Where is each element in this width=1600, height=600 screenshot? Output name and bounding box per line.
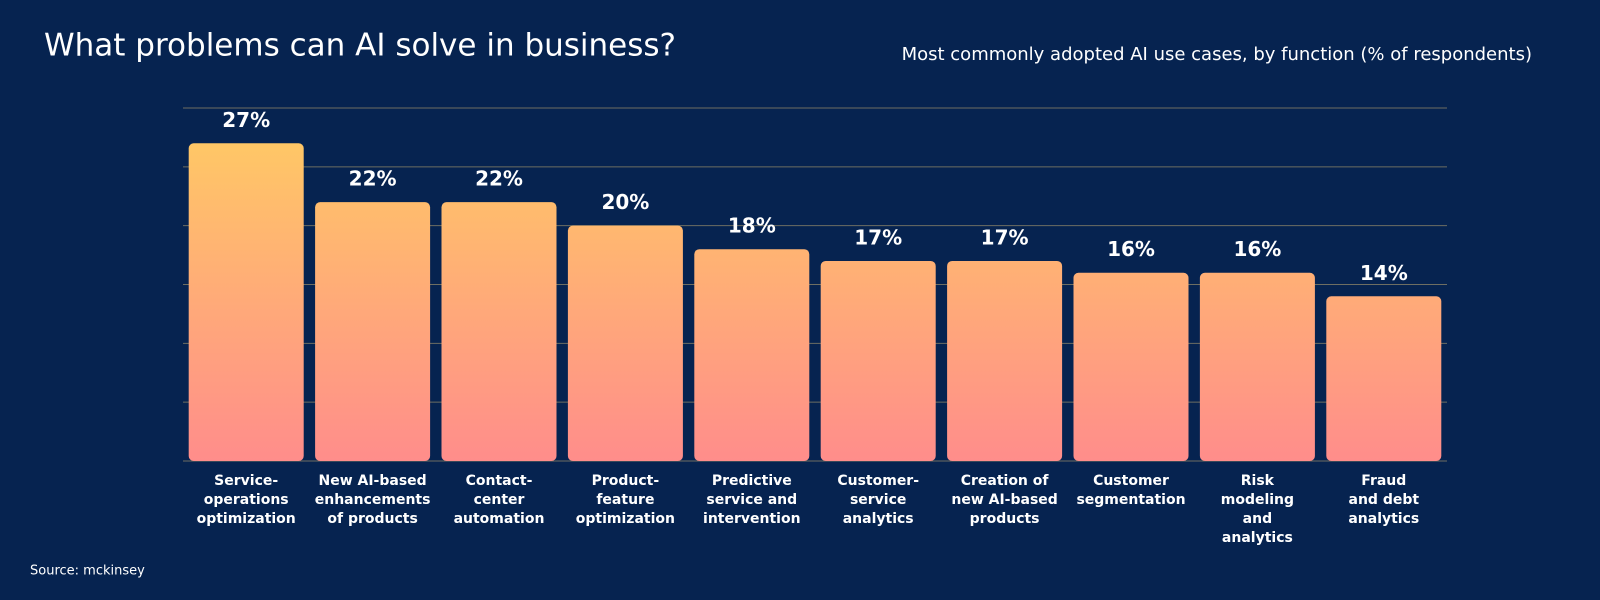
value-label: 16% (1107, 237, 1155, 261)
x-tick-label: Risk modeling and analytics (1220, 473, 1295, 546)
x-tick-label: Contact- center automation (453, 473, 545, 527)
source: Source: mckinsey (30, 564, 145, 579)
bar (315, 202, 431, 461)
bar (441, 202, 557, 461)
x-tick-label: Service- operations optimization (196, 473, 296, 527)
bar (694, 249, 810, 461)
value-label: 17% (981, 225, 1029, 249)
value-label: 18% (728, 214, 776, 238)
bar (1326, 296, 1442, 461)
value-label: 22% (475, 167, 523, 191)
x-tick-label: Customer- service analytics (837, 473, 920, 527)
chart-subtitle: Most commonly adopted AI use cases, by f… (902, 44, 1532, 65)
bar (567, 225, 683, 461)
x-tick-label: Customer segmentation (1076, 473, 1186, 508)
bar (947, 260, 1063, 461)
value-label: 14% (1360, 261, 1408, 285)
bar (1199, 272, 1315, 461)
x-tick-label: New AI-based enhancements of products (314, 473, 431, 527)
x-tick-label: Fraud and debt analytics (1348, 473, 1420, 527)
value-label: 22% (349, 167, 397, 191)
x-tick-label: Predictive service and intervention (703, 473, 801, 527)
value-label: 16% (1233, 237, 1281, 261)
bar (820, 260, 936, 461)
bar (188, 143, 304, 462)
value-label: 27% (222, 108, 270, 132)
value-label: 20% (601, 190, 649, 214)
chart-title: What problems can AI solve in business? (44, 28, 676, 64)
x-tick-label: Product- feature optimization (575, 473, 675, 527)
bar (1073, 272, 1189, 461)
x-tick-label: Creation of new AI-based products (951, 473, 1058, 527)
value-label: 17% (854, 225, 902, 249)
